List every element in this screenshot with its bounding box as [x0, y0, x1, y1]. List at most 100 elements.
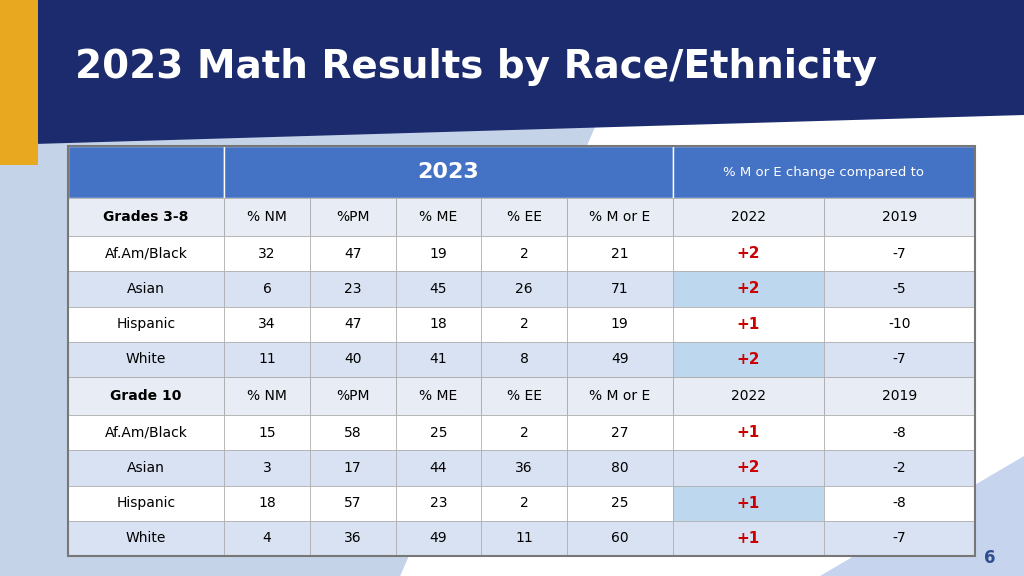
Bar — [395, 236, 481, 271]
Text: 2023 Math Results by Race/Ethnicity: 2023 Math Results by Race/Ethnicity — [75, 48, 878, 86]
Bar — [567, 521, 673, 556]
Text: -5: -5 — [893, 282, 906, 296]
Text: 25: 25 — [430, 426, 447, 439]
Text: 2: 2 — [519, 317, 528, 331]
Text: 3: 3 — [263, 461, 271, 475]
Text: +1: +1 — [736, 425, 760, 440]
Text: 18: 18 — [258, 496, 275, 510]
Text: %PM: %PM — [336, 389, 370, 403]
Bar — [567, 450, 673, 486]
Bar — [310, 415, 395, 450]
Text: 26: 26 — [515, 282, 532, 296]
Text: White: White — [126, 532, 166, 545]
Bar — [567, 415, 673, 450]
Text: % M or E: % M or E — [589, 210, 650, 224]
Bar — [310, 236, 395, 271]
Polygon shape — [0, 0, 1024, 145]
Bar — [824, 415, 975, 450]
Text: 45: 45 — [430, 282, 447, 296]
Text: 58: 58 — [344, 426, 361, 439]
Text: % ME: % ME — [419, 389, 458, 403]
Bar — [481, 377, 567, 415]
Bar — [68, 236, 224, 271]
Text: 47: 47 — [344, 317, 361, 331]
Bar — [567, 377, 673, 415]
Bar — [395, 342, 481, 377]
Bar — [310, 450, 395, 486]
Bar — [224, 415, 310, 450]
Bar — [310, 198, 395, 236]
Bar — [68, 271, 224, 306]
Bar — [567, 271, 673, 306]
Text: 34: 34 — [258, 317, 275, 331]
Bar — [567, 306, 673, 342]
Text: +1: +1 — [736, 317, 760, 332]
Text: -7: -7 — [893, 247, 906, 261]
Bar — [481, 415, 567, 450]
Bar — [824, 486, 975, 521]
Text: 47: 47 — [344, 247, 361, 261]
Text: 6: 6 — [984, 549, 995, 567]
Text: % NM: % NM — [247, 210, 287, 224]
Bar — [310, 306, 395, 342]
Bar — [395, 521, 481, 556]
Text: 57: 57 — [344, 496, 361, 510]
Text: 40: 40 — [344, 353, 361, 366]
Bar — [824, 198, 975, 236]
Text: 15: 15 — [258, 426, 275, 439]
Text: Hispanic: Hispanic — [117, 496, 176, 510]
Text: 2: 2 — [519, 496, 528, 510]
Text: 2023: 2023 — [418, 162, 479, 182]
Bar — [395, 377, 481, 415]
Text: 44: 44 — [430, 461, 447, 475]
Text: 71: 71 — [611, 282, 629, 296]
Bar — [824, 450, 975, 486]
Bar — [481, 521, 567, 556]
Bar — [224, 521, 310, 556]
Bar — [68, 146, 975, 556]
Bar — [395, 198, 481, 236]
Text: +2: +2 — [736, 352, 760, 367]
Bar — [481, 486, 567, 521]
Text: -7: -7 — [893, 353, 906, 366]
Bar — [824, 306, 975, 342]
Text: White: White — [126, 353, 166, 366]
Bar — [224, 450, 310, 486]
Bar — [68, 377, 224, 415]
Text: % M or E change compared to: % M or E change compared to — [723, 165, 925, 179]
Bar — [673, 236, 824, 271]
Text: 41: 41 — [429, 353, 447, 366]
Bar — [481, 450, 567, 486]
Text: 6: 6 — [262, 282, 271, 296]
Bar — [224, 486, 310, 521]
Bar — [673, 306, 824, 342]
Text: +2: +2 — [736, 282, 760, 297]
Bar — [68, 415, 224, 450]
Bar — [481, 198, 567, 236]
Bar — [68, 486, 224, 521]
Bar — [395, 486, 481, 521]
Bar — [224, 306, 310, 342]
Text: 17: 17 — [344, 461, 361, 475]
Text: Grade 10: Grade 10 — [111, 389, 182, 403]
Text: Af.Am/Black: Af.Am/Black — [104, 247, 187, 261]
Text: % EE: % EE — [507, 389, 542, 403]
Text: +2: +2 — [736, 460, 760, 475]
Text: -8: -8 — [893, 496, 906, 510]
Bar — [824, 342, 975, 377]
Text: % EE: % EE — [507, 210, 542, 224]
Text: +1: +1 — [736, 496, 760, 511]
Text: Hispanic: Hispanic — [117, 317, 176, 331]
Bar — [567, 486, 673, 521]
Text: 80: 80 — [611, 461, 629, 475]
Text: % M or E: % M or E — [589, 389, 650, 403]
Bar — [481, 342, 567, 377]
Bar — [68, 306, 224, 342]
Text: 23: 23 — [344, 282, 361, 296]
Bar — [224, 236, 310, 271]
Bar — [68, 450, 224, 486]
Bar — [673, 146, 975, 198]
Text: -8: -8 — [893, 426, 906, 439]
Text: Af.Am/Black: Af.Am/Black — [104, 426, 187, 439]
Polygon shape — [820, 456, 1024, 576]
